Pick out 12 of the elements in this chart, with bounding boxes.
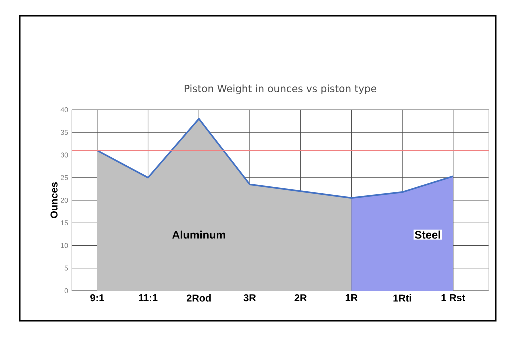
x-tick-label: 3R [244,294,256,302]
y-axis-title: Ounces [50,182,58,218]
x-tick-label: 1Rti [394,294,412,302]
annotation: Steel [415,230,440,239]
annotation: Aluminum [172,230,226,239]
x-tick-label: 2R [294,294,308,302]
x-tick-label: 11:1 [139,294,158,302]
x-tick-label: 1R [346,294,358,302]
chart-title: Piston Weight in ounces vs piston type [184,84,377,94]
x-tick-label: 1 Rst [442,294,466,302]
x-tick-label: 2Rod [186,294,211,302]
x-tick-label: 9:1 [90,294,104,302]
